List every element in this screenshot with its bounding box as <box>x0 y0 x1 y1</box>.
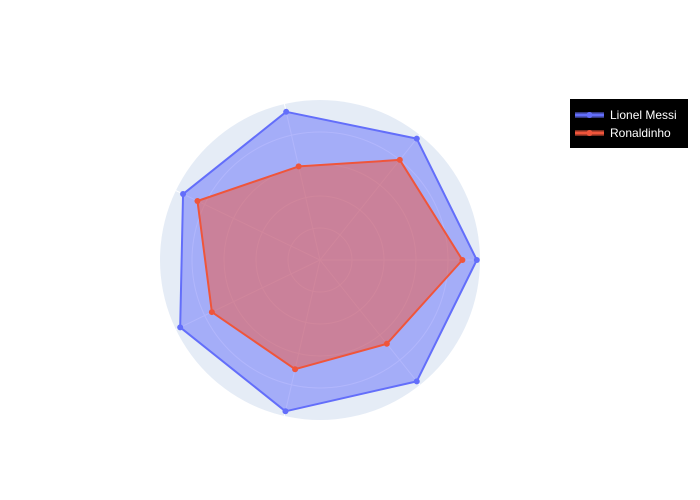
data-point-lionel-messi-5[interactable] <box>177 324 184 331</box>
data-point-lionel-messi-4[interactable] <box>180 191 187 198</box>
legend-background <box>570 99 688 148</box>
data-point-ronaldinho-4[interactable] <box>194 197 201 204</box>
legend-item-ronaldinho[interactable]: Ronaldinho <box>575 126 671 140</box>
data-point-ronaldinho-6[interactable] <box>292 366 299 373</box>
series-layer <box>177 108 480 415</box>
legend-label-ronaldinho: Ronaldinho <box>610 126 671 140</box>
legend-marker-lionel-messi <box>586 112 593 118</box>
series-area-ronaldinho[interactable] <box>196 158 464 371</box>
data-point-lionel-messi-2[interactable] <box>413 135 420 142</box>
legend[interactable]: Lionel Messi Ronaldinho <box>570 99 688 148</box>
data-point-lionel-messi-1[interactable] <box>473 257 480 263</box>
data-point-ronaldinho-3[interactable] <box>295 163 302 170</box>
legend-item-lionel-messi[interactable]: Lionel Messi <box>575 108 677 122</box>
data-point-ronaldinho-5[interactable] <box>208 309 215 316</box>
data-point-lionel-messi-6[interactable] <box>282 408 289 415</box>
legend-label-lionel-messi: Lionel Messi <box>610 108 677 122</box>
data-point-lionel-messi-7[interactable] <box>413 378 420 385</box>
data-point-ronaldinho-1[interactable] <box>459 257 466 263</box>
data-point-lionel-messi-3[interactable] <box>283 108 290 115</box>
data-point-ronaldinho-7[interactable] <box>383 340 390 347</box>
data-point-ronaldinho-2[interactable] <box>396 156 403 163</box>
legend-marker-ronaldinho <box>586 130 593 136</box>
